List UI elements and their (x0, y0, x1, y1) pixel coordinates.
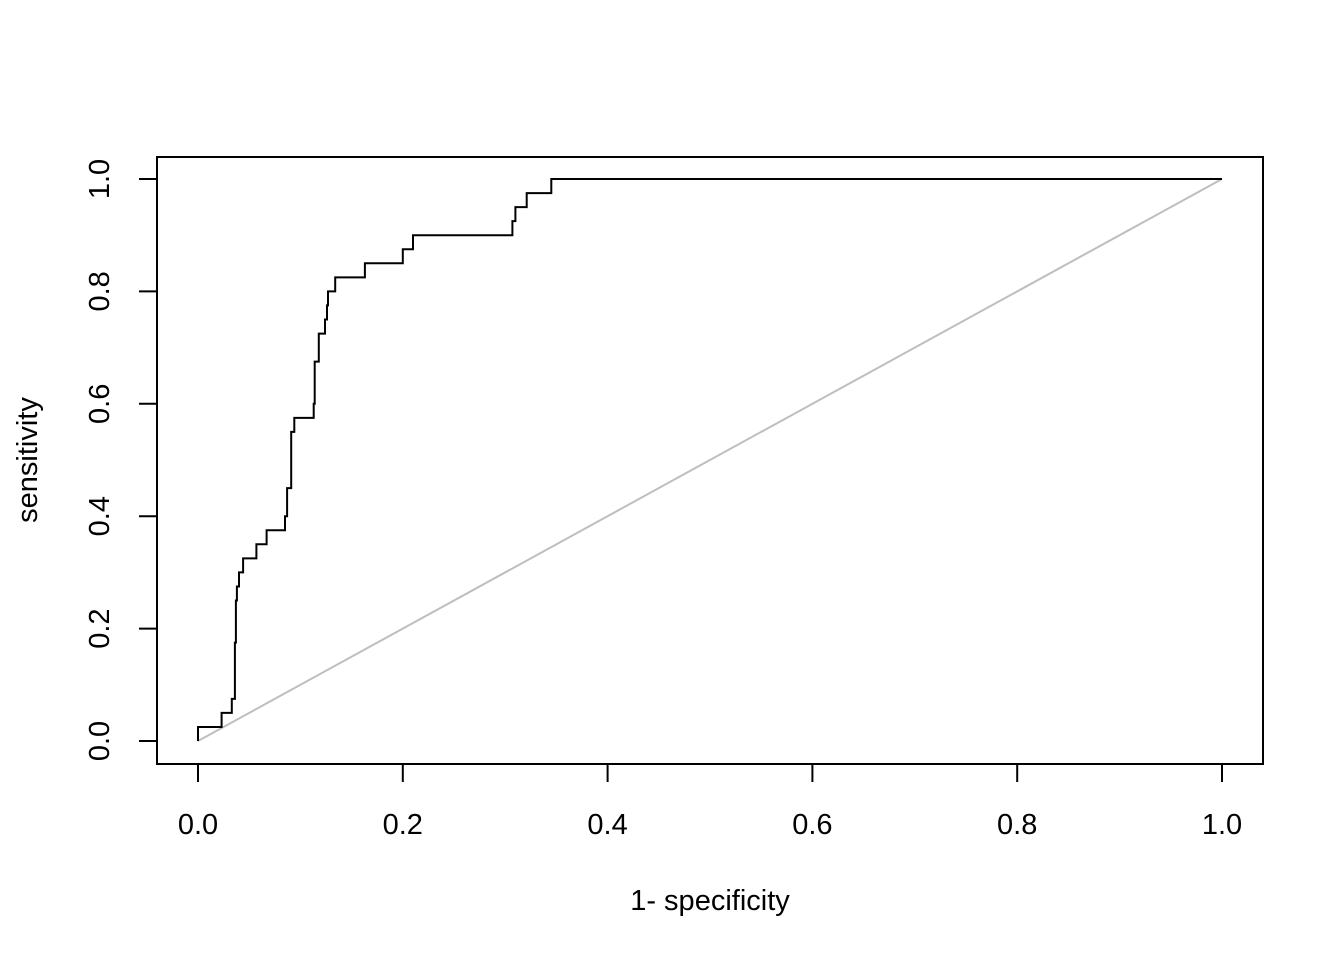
x-tick-label: 0.8 (997, 809, 1037, 841)
series-layer (197, 178, 1223, 742)
x-tick-label: 1.0 (1202, 809, 1242, 841)
x-axis: 0.0 0.2 0.4 0.6 0.8 1.0 (178, 764, 1242, 841)
plot-frame (156, 156, 1264, 765)
x-tick-label: 0.4 (587, 809, 627, 841)
reference-diagonal-line (197, 178, 1223, 742)
x-axis-title: 1- specificity (630, 885, 790, 917)
x-tick-label: 0.2 (383, 809, 423, 841)
x-tick-label: 0.0 (178, 809, 218, 841)
y-tick-label: 0.8 (84, 271, 116, 311)
y-axis: 0.0 0.2 0.4 0.6 0.8 1.0 (84, 159, 157, 761)
y-tick-label: 0.6 (84, 384, 116, 424)
y-tick-label: 0.4 (84, 496, 116, 536)
x-tick-label: 0.6 (792, 809, 832, 841)
y-tick-label: 0.0 (84, 721, 116, 761)
y-axis-title: sensitivity (12, 397, 44, 523)
y-tick-label: 1.0 (84, 159, 116, 199)
roc-curve-line (197, 178, 1222, 741)
y-tick-label: 0.2 (84, 608, 116, 648)
